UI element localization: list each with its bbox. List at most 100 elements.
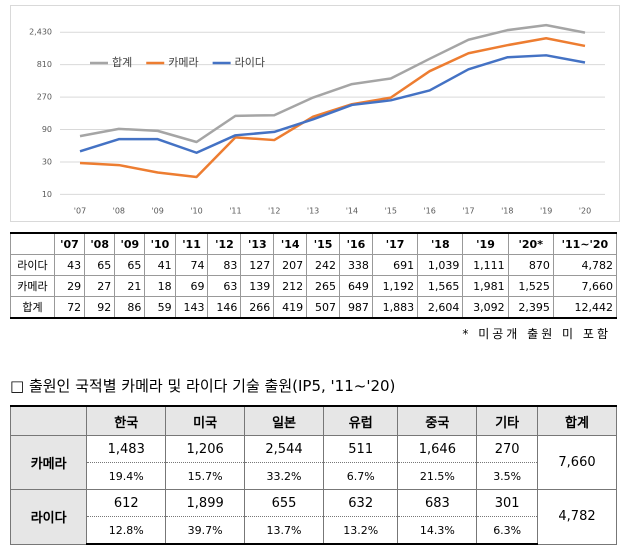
column-header: '09 bbox=[114, 232, 146, 255]
corner-cell bbox=[9, 405, 88, 436]
share-cell: 3.5% bbox=[476, 462, 539, 490]
x-tick-label: '16 bbox=[423, 207, 435, 216]
share-cell: 15.7% bbox=[165, 462, 246, 490]
share-cell: 14.3% bbox=[397, 516, 478, 545]
count-cell: 612 bbox=[86, 489, 167, 517]
table-cell: 59 bbox=[144, 296, 176, 319]
table-cell: 27 bbox=[84, 275, 116, 297]
x-tick-label: '08 bbox=[113, 207, 125, 216]
column-header: '20* bbox=[507, 232, 554, 255]
table-cell: 83 bbox=[207, 254, 242, 276]
share-row: 19.4% 15.7% 33.2% 6.7% 21.5% 3.5% bbox=[11, 462, 617, 490]
column-header: '14 bbox=[273, 232, 308, 255]
table-cell: 127 bbox=[240, 254, 275, 276]
x-tick-label: '13 bbox=[307, 207, 319, 216]
table-cell: 74 bbox=[174, 254, 209, 276]
column-header: '19 bbox=[462, 232, 509, 255]
column-header: '12 bbox=[207, 232, 242, 255]
count-cell: 1,483 bbox=[86, 435, 167, 463]
column-header: '11~'20 bbox=[552, 232, 618, 255]
share-cell: 21.5% bbox=[397, 462, 478, 490]
table-cell: 65 bbox=[114, 254, 146, 276]
y-tick-label: 2,430 bbox=[29, 28, 52, 37]
y-tick-label: 90 bbox=[42, 125, 52, 134]
table-cell: 987 bbox=[339, 296, 373, 319]
column-header: '11 bbox=[174, 232, 209, 255]
total-cell: 7,660 bbox=[537, 435, 617, 490]
table-cell: 1,111 bbox=[462, 254, 509, 276]
legend-label: 라이다 bbox=[235, 56, 265, 69]
table-cell: 43 bbox=[53, 254, 86, 276]
column-header: 기타 bbox=[476, 405, 539, 436]
x-tick-label: '20 bbox=[579, 207, 591, 216]
table-cell: 21 bbox=[114, 275, 146, 297]
x-tick-label: '17 bbox=[462, 207, 474, 216]
column-header: '16 bbox=[339, 232, 373, 255]
x-tick-label: '19 bbox=[540, 207, 552, 216]
table-cell: 338 bbox=[339, 254, 373, 276]
table-cell: 507 bbox=[306, 296, 341, 319]
table-cell: 65 bbox=[84, 254, 116, 276]
column-header: '15 bbox=[306, 232, 341, 255]
table-cell: 92 bbox=[84, 296, 116, 319]
count-cell: 1,206 bbox=[165, 435, 246, 463]
table-cell: 649 bbox=[339, 275, 373, 297]
count-cell: 511 bbox=[322, 435, 399, 463]
column-header: 중국 bbox=[397, 405, 478, 436]
chart: 10 30 90 270 810 2,430 '07 '08 '09 '10 '11 '12 '13 '1… bbox=[10, 5, 620, 222]
count-cell: 270 bbox=[476, 435, 539, 463]
chart-frame bbox=[10, 5, 620, 222]
table-cell: 143 bbox=[174, 296, 209, 319]
series-line bbox=[79, 54, 586, 154]
table-cell: 4,782 bbox=[552, 254, 618, 276]
table-cell: 12,442 bbox=[552, 296, 618, 319]
table-cell: 3,092 bbox=[462, 296, 509, 319]
table-cell: 207 bbox=[273, 254, 308, 276]
table-row: 합계 72 92 86 59 143 146 266 419 507 987 1,883 2,604 3,… bbox=[10, 296, 618, 319]
legend-label: 합계 bbox=[112, 56, 132, 69]
row-label: 라이다 bbox=[10, 254, 55, 276]
count-row: 카메라 1,483 1,206 2,544 511 1,646 270 7,660 bbox=[9, 435, 617, 490]
column-header: '08 bbox=[84, 232, 116, 255]
table-cell: 41 bbox=[144, 254, 176, 276]
y-tick-label: 10 bbox=[42, 190, 52, 199]
share-cell: 6.7% bbox=[322, 462, 399, 490]
share-cell: 13.2% bbox=[322, 516, 399, 545]
table-cell: 266 bbox=[240, 296, 275, 319]
share-cell: 13.7% bbox=[244, 516, 324, 545]
table-cell: 2,604 bbox=[417, 296, 464, 319]
share-cell: 19.4% bbox=[86, 462, 167, 490]
header-row: 한국 미국 일본 유럽 중국 기타 합계 bbox=[9, 405, 617, 436]
table-row: 카메라 29 27 21 18 69 63 139 212 265 649 1,192 1,565 1,9… bbox=[10, 275, 618, 297]
y-tick-label: 270 bbox=[37, 93, 52, 102]
table-cell: 63 bbox=[207, 275, 242, 297]
x-tick-label: '10 bbox=[190, 207, 202, 216]
row-label: 합계 bbox=[10, 296, 55, 319]
count-cell: 1,899 bbox=[165, 489, 246, 517]
section-title: □ 출원인 국적별 카메라 및 라이다 기술 출원(IP5, '11~'20) bbox=[10, 377, 396, 395]
table-cell: 870 bbox=[507, 254, 554, 276]
table-cell: 212 bbox=[273, 275, 308, 297]
count-cell: 1,646 bbox=[397, 435, 478, 463]
table-cell: 1,192 bbox=[371, 275, 419, 297]
count-cell: 2,544 bbox=[244, 435, 324, 463]
table-cell: 1,883 bbox=[371, 296, 419, 319]
series-line bbox=[79, 23, 586, 144]
table-cell: 29 bbox=[53, 275, 86, 297]
row-label: 카메라 bbox=[9, 435, 88, 490]
count-cell: 683 bbox=[397, 489, 478, 517]
column-header: 한국 bbox=[86, 405, 167, 436]
yearly-table: '07'08'09'10'11'12'13'14'15'16'17'18'19 '… bbox=[10, 232, 618, 319]
row-label: 카메라 bbox=[10, 275, 55, 297]
footnote: * 미공개 출원 미 포함 bbox=[462, 327, 611, 341]
column-header: '13 bbox=[240, 232, 275, 255]
share-cell: 39.7% bbox=[165, 516, 246, 545]
table-cell: 1,565 bbox=[417, 275, 464, 297]
table-cell: 265 bbox=[306, 275, 341, 297]
table-row: 라이다 43 65 65 41 74 83 127 207 242 338 691 1,039 1,111… bbox=[10, 254, 618, 276]
table-cell: 7,660 bbox=[552, 275, 618, 297]
x-tick-label: '15 bbox=[385, 207, 397, 216]
table-cell: 2,395 bbox=[507, 296, 554, 319]
x-tick-label: '12 bbox=[268, 207, 280, 216]
